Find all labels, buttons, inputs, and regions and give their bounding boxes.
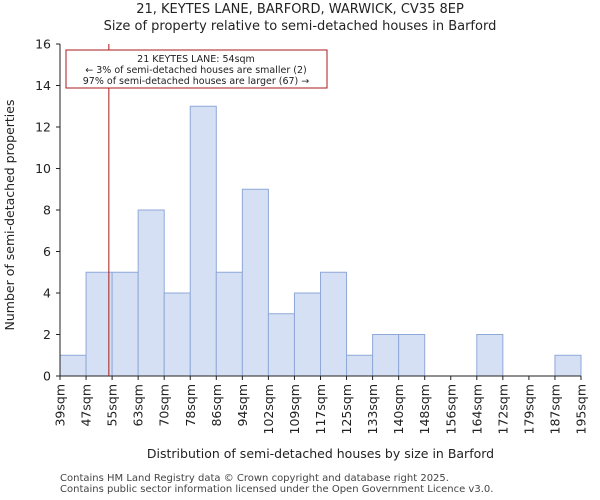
histogram-bar xyxy=(137,209,165,377)
annotation-line-3: 97% of semi-detached houses are larger (… xyxy=(83,76,310,87)
x-tick-label: 109sqm xyxy=(287,384,302,434)
annotation-line-1: 21 KEYTES LANE: 54sqm xyxy=(137,54,255,65)
y-tick-label: 8 xyxy=(43,203,51,218)
histogram-bar xyxy=(293,292,322,377)
histogram-bar xyxy=(215,271,243,377)
x-tick-label: 172sqm xyxy=(495,384,510,434)
histogram-bar xyxy=(111,271,139,377)
histogram-bar xyxy=(346,354,374,377)
x-tick-label: 125sqm xyxy=(339,384,354,434)
annotation-box xyxy=(65,49,328,89)
histogram-bar xyxy=(85,271,113,377)
histogram-bar xyxy=(267,313,295,377)
x-tick-label: 117sqm xyxy=(313,384,328,434)
histogram-bar xyxy=(241,188,269,377)
footer-line-2: Contains public sector information licen… xyxy=(60,484,494,495)
histogram-bar xyxy=(554,354,582,377)
histogram-bar xyxy=(320,271,348,377)
x-tick-label: 94sqm xyxy=(235,384,250,427)
x-tick-label: 164sqm xyxy=(469,384,484,434)
x-tick-label: 140sqm xyxy=(391,384,406,434)
histogram-bar xyxy=(372,334,400,377)
x-tick-label: 86sqm xyxy=(209,384,224,427)
y-tick-label: 2 xyxy=(43,327,51,342)
x-tick-label: 39sqm xyxy=(53,384,68,427)
chart-subtitle: Size of property relative to semi-detach… xyxy=(103,19,497,34)
x-tick-label: 133sqm xyxy=(365,384,380,434)
chart-title: 21, KEYTES LANE, BARFORD, WARWICK, CV35 … xyxy=(136,2,464,17)
x-tick-label: 148sqm xyxy=(417,384,432,434)
histogram-bar xyxy=(163,292,191,377)
histogram-bar xyxy=(398,334,426,377)
x-tick-label: 156sqm xyxy=(443,384,458,434)
x-tick-label: 70sqm xyxy=(157,384,172,427)
y-tick-label: 4 xyxy=(43,286,51,301)
y-tick-label: 16 xyxy=(35,37,51,52)
histogram-bar xyxy=(476,334,504,377)
x-tick-label: 55sqm xyxy=(105,384,120,427)
x-tick-label: 78sqm xyxy=(183,384,198,427)
x-tick-label: 102sqm xyxy=(261,384,276,434)
x-tick-label: 187sqm xyxy=(547,384,562,434)
footer-line-1: Contains HM Land Registry data © Crown c… xyxy=(60,473,449,484)
x-tick-label: 195sqm xyxy=(574,384,589,434)
y-tick-label: 6 xyxy=(43,244,51,259)
y-tick-label: 12 xyxy=(35,120,51,135)
histogram-bar xyxy=(59,354,87,377)
y-tick-label: 14 xyxy=(35,78,51,93)
x-tick-label: 179sqm xyxy=(521,384,536,434)
x-tick-label: 63sqm xyxy=(131,384,146,427)
y-tick-label: 0 xyxy=(43,369,51,384)
y-tick-label: 10 xyxy=(35,161,51,176)
x-tick-label: 47sqm xyxy=(79,384,94,427)
histogram-bar xyxy=(189,105,217,377)
annotation-line-2: ← 3% of semi-detached houses are smaller… xyxy=(85,65,306,76)
y-axis-label: Number of semi-detached properties xyxy=(2,100,17,331)
x-axis-label: Distribution of semi-detached houses by … xyxy=(147,446,494,461)
